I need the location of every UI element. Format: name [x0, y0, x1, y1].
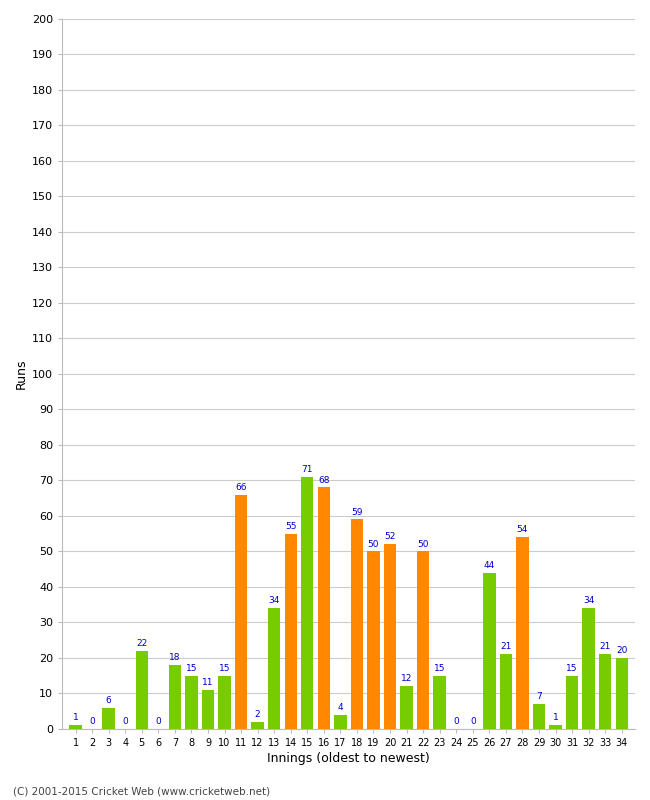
- Text: 71: 71: [302, 465, 313, 474]
- Bar: [252, 722, 264, 729]
- Text: 66: 66: [235, 482, 247, 492]
- Text: 15: 15: [219, 664, 230, 673]
- Bar: [367, 551, 380, 729]
- Text: 1: 1: [552, 714, 558, 722]
- Bar: [136, 650, 148, 729]
- Text: 0: 0: [89, 717, 95, 726]
- Text: 0: 0: [470, 717, 476, 726]
- Text: 52: 52: [384, 533, 396, 542]
- Bar: [351, 519, 363, 729]
- Bar: [70, 726, 82, 729]
- Text: 50: 50: [417, 539, 429, 549]
- Bar: [318, 487, 330, 729]
- Text: 34: 34: [268, 596, 280, 606]
- Text: 50: 50: [368, 539, 379, 549]
- Bar: [185, 675, 198, 729]
- Bar: [582, 608, 595, 729]
- Bar: [616, 658, 628, 729]
- Text: 54: 54: [517, 526, 528, 534]
- Text: 22: 22: [136, 639, 148, 648]
- Text: 2: 2: [255, 710, 261, 719]
- Bar: [268, 608, 280, 729]
- X-axis label: Innings (oldest to newest): Innings (oldest to newest): [267, 752, 430, 765]
- Text: 4: 4: [337, 702, 343, 712]
- Bar: [533, 704, 545, 729]
- Text: 0: 0: [155, 717, 161, 726]
- Bar: [384, 544, 396, 729]
- Bar: [599, 654, 612, 729]
- Bar: [103, 707, 115, 729]
- Text: 11: 11: [202, 678, 214, 687]
- Bar: [285, 534, 297, 729]
- Bar: [168, 665, 181, 729]
- Bar: [334, 714, 346, 729]
- Text: 20: 20: [616, 646, 627, 655]
- Bar: [301, 477, 313, 729]
- Bar: [516, 537, 528, 729]
- Text: 21: 21: [599, 642, 611, 651]
- Bar: [483, 573, 495, 729]
- Y-axis label: Runs: Runs: [15, 358, 28, 389]
- Bar: [417, 551, 430, 729]
- Text: 68: 68: [318, 476, 330, 485]
- Text: 34: 34: [583, 596, 594, 606]
- Bar: [566, 675, 578, 729]
- Text: 55: 55: [285, 522, 296, 530]
- Text: 12: 12: [401, 674, 412, 683]
- Text: 0: 0: [122, 717, 128, 726]
- Text: 59: 59: [351, 507, 363, 517]
- Text: 15: 15: [434, 664, 445, 673]
- Bar: [235, 494, 247, 729]
- Bar: [218, 675, 231, 729]
- Text: 18: 18: [169, 653, 181, 662]
- Bar: [400, 686, 413, 729]
- Bar: [202, 690, 214, 729]
- Text: 7: 7: [536, 692, 542, 701]
- Text: (C) 2001-2015 Cricket Web (www.cricketweb.net): (C) 2001-2015 Cricket Web (www.cricketwe…: [13, 786, 270, 796]
- Bar: [434, 675, 446, 729]
- Bar: [500, 654, 512, 729]
- Text: 6: 6: [106, 696, 112, 705]
- Text: 1: 1: [73, 714, 79, 722]
- Text: 15: 15: [186, 664, 197, 673]
- Text: 15: 15: [566, 664, 578, 673]
- Bar: [549, 726, 562, 729]
- Text: 21: 21: [500, 642, 512, 651]
- Text: 0: 0: [453, 717, 459, 726]
- Text: 44: 44: [484, 561, 495, 570]
